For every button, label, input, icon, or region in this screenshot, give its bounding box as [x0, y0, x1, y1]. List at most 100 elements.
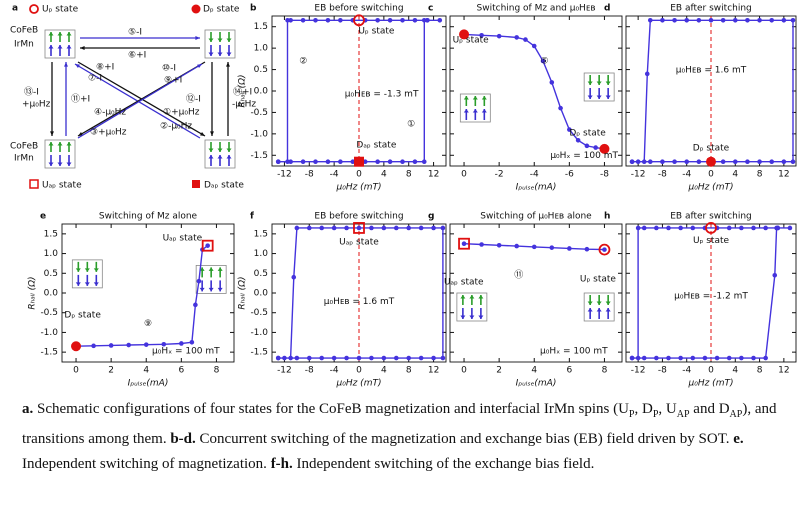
x-tick-label: -4 — [682, 170, 691, 180]
data-point — [418, 355, 424, 361]
data-point — [356, 355, 362, 361]
spin-arrowhead — [605, 308, 611, 312]
annotation: ⑨ — [144, 319, 152, 329]
data-point — [549, 245, 555, 250]
data-point — [720, 159, 726, 165]
y-tick-label: -1.0 — [250, 328, 268, 338]
data-point — [406, 225, 412, 231]
chart-title: EB after switching — [670, 4, 752, 14]
chart-title: EB before switching — [314, 4, 403, 14]
x-tick-label: 0 — [73, 366, 79, 376]
x-tick-label: 2 — [496, 366, 502, 376]
spin-arrowhead — [57, 142, 63, 146]
data-point — [790, 159, 796, 165]
annotation: Uₐₚ state — [339, 237, 379, 247]
caption-text: a. — [22, 401, 34, 417]
state-marker — [29, 179, 39, 189]
data-point — [431, 225, 436, 231]
annotation: μ₀Hᴇʙ = 1.6 mT — [676, 66, 747, 76]
spin-arrowhead — [226, 52, 232, 56]
annotation: ⑪ — [514, 270, 523, 281]
x-tick-label: 6 — [566, 366, 572, 376]
x-tick-label: -8 — [658, 366, 667, 376]
transition-arrowhead — [210, 131, 214, 136]
data-point — [647, 17, 653, 23]
spin-arrowhead — [596, 301, 602, 305]
data-point — [381, 355, 387, 361]
annotation: Dₐₚ state — [356, 141, 396, 151]
data-point — [381, 225, 387, 231]
data-point — [362, 159, 368, 165]
data-point — [291, 274, 297, 280]
data-point — [387, 17, 393, 23]
x-tick-label: -6 — [565, 170, 574, 180]
data-point — [751, 355, 756, 361]
spin-arrowhead — [57, 45, 63, 49]
data-point — [787, 225, 793, 231]
spin-arrowhead — [217, 52, 223, 56]
spin-arrowhead — [75, 282, 81, 286]
transition-arrowhead — [195, 36, 200, 40]
spin-arrowhead — [217, 38, 223, 42]
caption-text: and D — [689, 401, 730, 417]
data-point — [344, 355, 349, 361]
annotation: Uₚ state — [580, 275, 617, 285]
y-tick-label: -1.0 — [250, 129, 268, 139]
spin-arrowhead — [226, 155, 232, 159]
y-axis-label: Rₕₐₗₗ (Ω) — [238, 276, 248, 309]
annotation: Uₐₚ state — [163, 233, 203, 243]
x-tick-label: 8 — [406, 170, 412, 180]
caption-text: e. — [733, 431, 744, 447]
y-tick-label: -1.0 — [40, 328, 58, 338]
data-point — [696, 17, 702, 23]
spin-arrowhead — [587, 308, 593, 312]
data-point — [678, 225, 683, 231]
y-tick-label: 1.0 — [254, 44, 269, 54]
caption-text: AP — [729, 409, 743, 420]
data-point — [745, 17, 750, 23]
data-point — [672, 17, 677, 23]
panel-label: b — [250, 4, 257, 14]
annotation: μ₀Hᴇʙ = -1.3 mT — [345, 90, 419, 100]
spin-arrowhead — [84, 282, 90, 286]
spin-arrowhead — [208, 148, 214, 152]
layer-label: IrMn — [14, 154, 34, 164]
layer-label: IrMn — [14, 40, 34, 50]
data-point — [319, 355, 325, 361]
data-point — [369, 225, 374, 231]
data-point — [666, 225, 671, 231]
x-tick-label: 12 — [428, 170, 439, 180]
y-tick-label: -0.5 — [250, 308, 268, 318]
data-point — [672, 159, 677, 165]
data-point — [400, 17, 405, 23]
spin-arrowhead — [605, 81, 611, 85]
transition-label: ④-μ₀Hz — [94, 108, 126, 118]
x-axis-label: Iₚᵤₗₛₑ(mA) — [516, 183, 557, 193]
y-tick-label: 0.5 — [254, 269, 268, 279]
data-point — [412, 159, 418, 165]
spin-arrowhead — [596, 81, 602, 85]
data-point — [306, 225, 312, 231]
x-tick-label: 0 — [461, 366, 467, 376]
data-point — [757, 17, 762, 23]
annotation: Uₚ state — [693, 236, 730, 246]
annotation: μ₀Hₓ = 100 mT — [550, 151, 618, 161]
data-point — [179, 341, 184, 346]
spin-arrowhead — [463, 96, 469, 100]
annotation: Uₐₚ state — [444, 277, 484, 287]
x-tick-label: 8 — [406, 366, 412, 376]
y-tick-label: -1.5 — [250, 348, 268, 358]
x-tick-label: -12 — [277, 170, 292, 180]
data-point — [437, 17, 443, 23]
state-marker — [705, 222, 717, 234]
data-point — [440, 355, 446, 361]
data-point — [684, 159, 690, 165]
transition-label: ③+μ₀Hz — [90, 128, 127, 138]
y-tick-label: 1.0 — [254, 249, 269, 259]
spin-arrowhead — [93, 282, 99, 286]
data-point — [461, 241, 467, 247]
data-point — [540, 58, 546, 64]
state-label: Uₚ state — [42, 5, 79, 15]
x-tick-label: -8 — [658, 170, 667, 180]
